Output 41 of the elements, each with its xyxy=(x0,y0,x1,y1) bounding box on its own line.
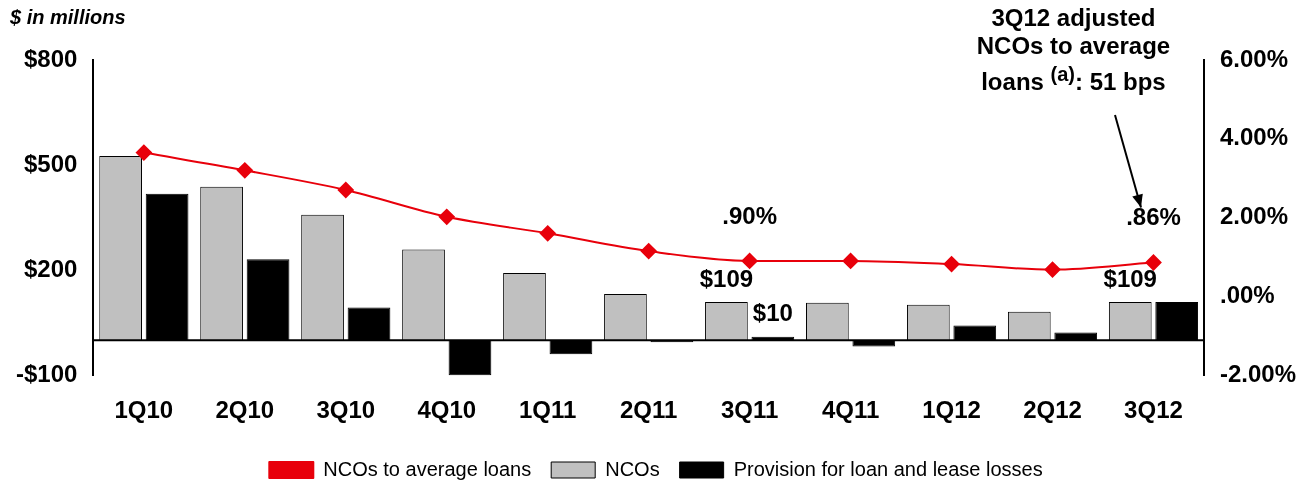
point xyxy=(236,162,253,179)
y2-tick-label: 2.00% xyxy=(1219,202,1289,230)
x-tick-label: 3Q11 xyxy=(720,396,779,424)
point xyxy=(640,243,657,260)
point xyxy=(1044,261,1061,278)
point xyxy=(943,256,960,273)
x-tick-label: 4Q10 xyxy=(417,396,477,424)
y2-tick-label: 6.00% xyxy=(1219,44,1289,72)
x-tick-label: 1Q10 xyxy=(114,396,174,424)
legend-label: NCOs to average loans xyxy=(323,457,532,480)
point xyxy=(539,225,556,242)
annotation: 3Q12 adjusted NCOs to average loans $^{(a)}$: 51 bps xyxy=(975,4,1172,96)
x-tick-label: 3Q12 xyxy=(1124,396,1183,424)
x-tick-label: 3Q10 xyxy=(316,396,376,424)
y2-tick-label: 4.00% xyxy=(1219,123,1289,151)
x-tick-label: 2Q11 xyxy=(619,396,678,424)
data-label: $10 xyxy=(752,299,793,327)
y-axis-title: $ in millions xyxy=(9,5,126,28)
point xyxy=(741,252,758,269)
point xyxy=(438,208,455,225)
point xyxy=(842,252,859,269)
x-tick-label: 2Q10 xyxy=(215,396,275,424)
x-tick-label: 1Q11 xyxy=(519,396,577,424)
point xyxy=(135,144,152,161)
y2-tick-label: .00% xyxy=(1219,281,1275,309)
x-tick-label: 4Q11 xyxy=(821,396,880,424)
point xyxy=(1145,254,1162,271)
legend-label: NCOs xyxy=(605,457,660,480)
y-tick-label: $500 xyxy=(23,149,78,177)
y-tick-label: $800 xyxy=(23,44,78,72)
data-label: .90% xyxy=(722,201,777,229)
point xyxy=(337,182,354,199)
y-tick-label: -$100 xyxy=(15,359,78,387)
y-tick-label: $200 xyxy=(23,254,78,282)
data-label: $109 xyxy=(699,264,754,292)
data-label: .86% xyxy=(1126,203,1181,231)
x-tick-label: 1Q12 xyxy=(922,396,981,424)
x-tick-label: 2Q12 xyxy=(1023,396,1082,424)
y2-tick-label: -2.00% xyxy=(1219,359,1296,387)
legend-label: Provision for loan and lease losses xyxy=(733,457,1043,480)
data-label: $109 xyxy=(1103,264,1157,292)
